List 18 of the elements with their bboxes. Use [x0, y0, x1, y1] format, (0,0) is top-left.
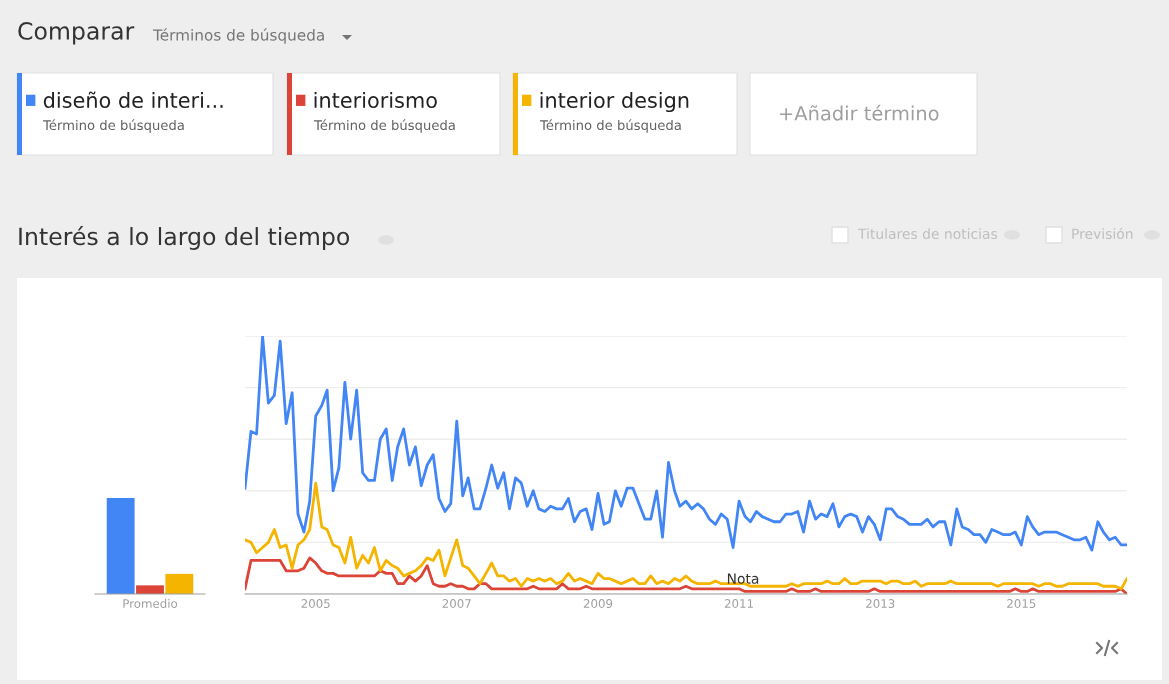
x-tick-label: 2015	[1007, 599, 1036, 608]
text: Términos de búsqueda	[152, 28, 324, 44]
annotation: Nota	[727, 573, 759, 584]
legend-label: diseño de interi...	[43, 91, 223, 109]
text: Término de búsqueda	[42, 119, 184, 133]
text: Término de búsqueda	[313, 119, 455, 133]
x-tick-label: 2011	[724, 599, 753, 608]
text: +Añadir término	[780, 104, 939, 121]
legend-label: interiorismo	[314, 91, 437, 109]
x-tick-label: 2005	[301, 599, 330, 608]
text: Comparar	[18, 21, 135, 45]
chart-title: Interés a lo largo del tiempo	[19, 226, 350, 250]
x-tick-label: 2013	[866, 599, 895, 608]
x-tick-label: Promedio	[123, 598, 178, 608]
text: Término de búsqueda	[539, 119, 681, 133]
x-tick-label: 2009	[583, 599, 613, 608]
x-tick-label: 2007	[442, 599, 471, 608]
legend-label: interior design	[540, 91, 689, 113]
